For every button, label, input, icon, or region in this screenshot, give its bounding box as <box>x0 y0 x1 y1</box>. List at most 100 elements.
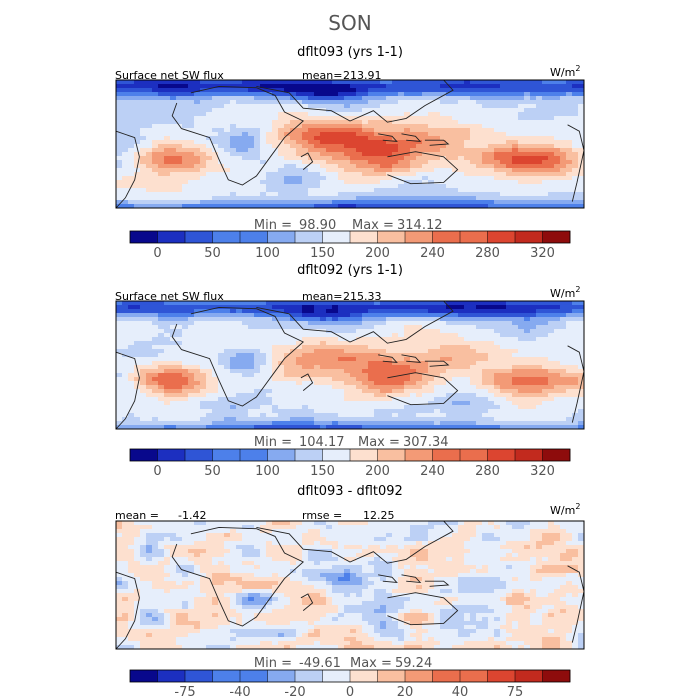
heatmap-cell <box>470 196 477 201</box>
heatmap-cell <box>434 353 441 358</box>
heatmap-cell <box>404 313 411 318</box>
heatmap-cell <box>212 108 219 113</box>
heatmap-cell <box>206 313 213 318</box>
heatmap-cell <box>128 317 135 322</box>
heatmap-cell <box>380 132 387 137</box>
heatmap-cell <box>320 156 327 161</box>
heatmap-cell <box>164 124 171 129</box>
heatmap-cell <box>206 200 213 205</box>
heatmap-cell <box>530 120 537 125</box>
heatmap-cell <box>188 92 195 97</box>
heatmap-cell <box>350 168 357 173</box>
heatmap-cell <box>386 168 393 173</box>
heatmap-cell <box>272 172 279 177</box>
heatmap-cell <box>410 172 417 177</box>
heatmap-cell <box>548 92 555 97</box>
heatmap-cell <box>224 192 231 197</box>
heatmap-cell <box>356 112 363 117</box>
heatmap-cell <box>296 184 303 189</box>
heatmap-cell <box>530 361 537 366</box>
heatmap-cell <box>206 172 213 177</box>
heatmap-cell <box>260 317 267 322</box>
heatmap-cell <box>380 188 387 193</box>
heatmap-cell <box>212 100 219 105</box>
heatmap-cell <box>554 204 561 209</box>
heatmap-cell <box>416 317 423 322</box>
heatmap-cell <box>470 413 477 418</box>
heatmap-cell <box>434 345 441 350</box>
heatmap-cell <box>386 409 393 414</box>
heatmap-cell <box>278 176 285 181</box>
heatmap-cell <box>458 309 465 314</box>
heatmap-cell <box>206 405 213 410</box>
heatmap-cell <box>278 401 285 406</box>
heatmap-cell <box>530 401 537 406</box>
heatmap-cell <box>410 104 417 109</box>
heatmap-cell <box>212 124 219 129</box>
heatmap-cell <box>542 305 549 310</box>
heatmap-cell <box>224 152 231 157</box>
heatmap-cell <box>290 96 297 101</box>
heatmap-cell <box>344 88 351 93</box>
heatmap-cell <box>392 385 399 390</box>
heatmap-cell <box>512 164 519 169</box>
heatmap-cell <box>284 108 291 113</box>
heatmap-cell <box>200 425 207 430</box>
heatmap-cell <box>434 112 441 117</box>
heatmap-cell <box>242 357 249 362</box>
heatmap-cell <box>482 84 489 89</box>
heatmap-cell <box>422 301 429 306</box>
heatmap-cell <box>122 329 129 334</box>
heatmap-cell <box>188 385 195 390</box>
heatmap-cell <box>494 200 501 205</box>
heatmap-cell <box>308 184 315 189</box>
heatmap-cell <box>116 140 123 145</box>
heatmap-cell <box>488 192 495 197</box>
heatmap-cell <box>272 100 279 105</box>
heatmap-cell <box>344 305 351 310</box>
heatmap-cell <box>452 369 459 374</box>
heatmap-cell <box>482 80 489 85</box>
heatmap-cell <box>212 196 219 201</box>
heatmap-cell <box>356 305 363 310</box>
heatmap-cell <box>248 96 255 101</box>
heatmap-cell <box>134 421 141 426</box>
heatmap-cell <box>128 353 135 358</box>
colorbar-swatch <box>542 231 571 243</box>
heatmap-cell <box>338 361 345 366</box>
heatmap-cell <box>506 104 513 109</box>
heatmap-cell <box>224 180 231 185</box>
heatmap-cell <box>572 192 579 197</box>
heatmap-cell <box>140 112 147 117</box>
heatmap-cell <box>434 421 441 426</box>
heatmap-cell <box>284 92 291 97</box>
heatmap-cell <box>332 305 339 310</box>
heatmap-cell <box>266 369 273 374</box>
heatmap-cell <box>116 152 123 157</box>
heatmap-cell <box>380 377 387 382</box>
heatmap-cell <box>380 180 387 185</box>
heatmap-cell <box>116 96 123 101</box>
heatmap-cell <box>254 88 261 93</box>
heatmap-cell <box>428 116 435 121</box>
heatmap-cell <box>140 405 147 410</box>
heatmap-cell <box>326 357 333 362</box>
heatmap-cell <box>218 385 225 390</box>
heatmap-cell <box>542 96 549 101</box>
heatmap-cell <box>200 200 207 205</box>
heatmap-cell <box>476 144 483 149</box>
heatmap-cell <box>224 357 231 362</box>
heatmap-cell <box>452 188 459 193</box>
heatmap-cell <box>212 112 219 117</box>
heatmap-cell <box>320 184 327 189</box>
heatmap-cell <box>518 373 525 378</box>
heatmap-cell <box>464 108 471 113</box>
heatmap-cell <box>320 152 327 157</box>
heatmap-cell <box>446 136 453 141</box>
heatmap-cell <box>140 421 147 426</box>
heatmap-cell <box>254 120 261 125</box>
heatmap-cell <box>458 369 465 374</box>
heatmap-cell <box>566 373 573 378</box>
heatmap-cell <box>530 116 537 121</box>
heatmap-cell <box>428 417 435 422</box>
